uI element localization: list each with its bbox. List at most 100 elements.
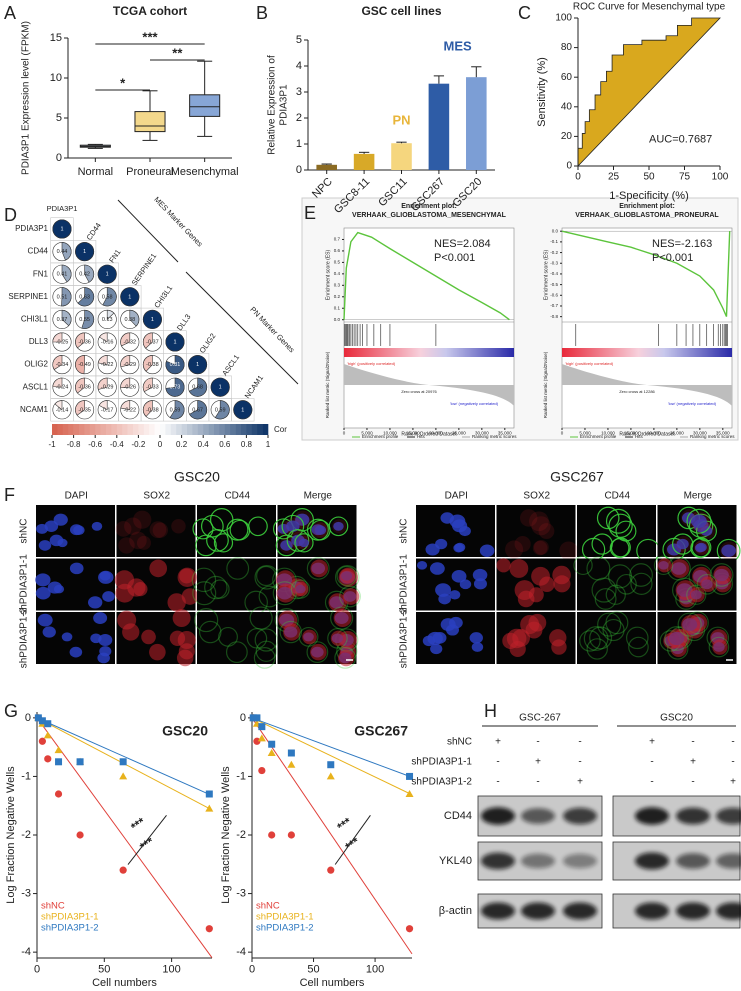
- low-label: 'low' (negatively correlated): [668, 401, 717, 406]
- bracket: [127, 815, 167, 865]
- correlation-pie: [233, 400, 253, 420]
- cd44-signal: [213, 533, 234, 553]
- correlation-value: 0.51: [57, 294, 68, 300]
- sox2-signal: [496, 558, 511, 573]
- fit-line: [36, 717, 213, 959]
- cd44-signal: [200, 514, 224, 538]
- sox2-signal: [667, 628, 688, 649]
- row-label: OLIG2: [24, 360, 48, 369]
- x-tick-label: 5,000: [579, 430, 591, 435]
- y-tick-label: -0.4: [550, 271, 558, 276]
- colorbar-step: [246, 424, 253, 435]
- legend-entry: shNC: [256, 901, 280, 912]
- y-tick-label: 0.2: [334, 294, 341, 299]
- y-tick-label: 0.0: [334, 317, 341, 322]
- y-tick-label: -0.6: [550, 292, 558, 297]
- channel-label: SOX2: [523, 491, 550, 502]
- correlation-pie: [188, 377, 208, 397]
- column-label: ASCL1: [220, 353, 241, 378]
- y-axis-label: Enrichment score (ES): [543, 250, 549, 301]
- correlation-pie: [120, 287, 140, 307]
- nucleus: [314, 525, 327, 535]
- bar: [316, 164, 337, 170]
- correlation-value: 0.67: [192, 407, 203, 413]
- y-tick-label: 0.4: [334, 271, 341, 276]
- y-axis-label: Enrichment score (ES): [325, 250, 331, 301]
- micrograph: [416, 612, 495, 664]
- micrograph: [573, 555, 656, 611]
- cd44-signal: [597, 612, 622, 637]
- sox2-signal: [670, 559, 690, 578]
- sox2-signal: [276, 583, 296, 603]
- correlation-pie: [75, 242, 95, 262]
- correlation-pie: [120, 377, 131, 389]
- significance-label: ***: [343, 834, 363, 854]
- correlation-value: 0.13: [102, 317, 113, 323]
- y-tick-label: 0: [25, 712, 31, 724]
- y-axis-label: Relative Expression of: [267, 55, 278, 155]
- micrograph: [36, 612, 115, 664]
- colorbar-tick-label: 0.4: [198, 440, 210, 449]
- protein-label: CD44: [444, 810, 472, 822]
- cd44-signal: [688, 564, 713, 589]
- sign: +: [730, 777, 736, 788]
- x-tick-label: 0: [575, 172, 581, 183]
- sign: -: [496, 757, 499, 768]
- chart-title: GSC20: [162, 723, 208, 739]
- micrograph: [657, 611, 737, 664]
- high-label: 'high' (positively correlated): [565, 361, 614, 366]
- colorbar-step: [106, 424, 112, 435]
- correlation-value: -0.33: [146, 385, 159, 391]
- sox2-signal: [559, 541, 578, 561]
- sign: -: [496, 777, 499, 788]
- x-tick-label: 15,000: [406, 430, 420, 435]
- correlation-value: 1: [151, 317, 154, 323]
- y-tick-label: 60: [561, 72, 573, 83]
- x-axis-label: Rank in Ordered Dataset: [619, 431, 675, 437]
- nucleus: [473, 578, 487, 590]
- correlation-value: 0.42: [79, 272, 90, 278]
- cd44-signal: [210, 579, 230, 599]
- y-tick-label: -3: [236, 887, 246, 899]
- nucleus: [69, 646, 83, 658]
- micrograph: [274, 606, 359, 669]
- colorbar-step: [100, 424, 107, 435]
- band: [635, 807, 669, 825]
- correlation-pie: [99, 332, 108, 343]
- nucleus: [454, 542, 466, 553]
- sox2-signal: [275, 570, 296, 590]
- point: [327, 761, 335, 769]
- ranked-metric: [344, 364, 514, 406]
- sox2-signal: [528, 587, 544, 603]
- correlation-value: -0.34: [56, 362, 69, 368]
- sox2-signal: [720, 541, 739, 561]
- band: [635, 852, 669, 870]
- cd44-signal: [191, 567, 217, 593]
- y-tick-label: 100: [555, 13, 572, 24]
- row-label: NCAM1: [20, 405, 49, 414]
- y-tick-label: -0.8: [550, 314, 558, 319]
- legend-entry: Hits: [635, 434, 643, 439]
- correlation-pie: [102, 287, 117, 307]
- correlation-value: 1: [219, 385, 222, 391]
- sox2-signal: [699, 523, 716, 540]
- y-tick-label: 0.3: [334, 283, 341, 288]
- channel-label: DAPI: [445, 491, 468, 502]
- correlation-value: -0.22: [101, 362, 114, 368]
- correlation-pie: [169, 400, 185, 420]
- colorbar-step: [214, 424, 220, 435]
- cd44-signal: [198, 620, 222, 644]
- y-tick-label: 20: [561, 131, 573, 142]
- colorbar-step: [73, 424, 80, 435]
- panel-letter: E: [304, 203, 316, 223]
- nucleus: [91, 521, 103, 531]
- micrograph: [272, 505, 357, 557]
- correlation-pie: [77, 287, 95, 307]
- cd44-signal: [226, 556, 250, 580]
- gsea-header: Enrichment plot:: [401, 203, 457, 210]
- correlation-value: -0.22: [124, 407, 137, 413]
- micrograph: [416, 505, 495, 557]
- micrograph: [272, 556, 361, 615]
- y-axis-label: PDIA3P1: [279, 84, 290, 126]
- sox2-signal: [169, 630, 186, 646]
